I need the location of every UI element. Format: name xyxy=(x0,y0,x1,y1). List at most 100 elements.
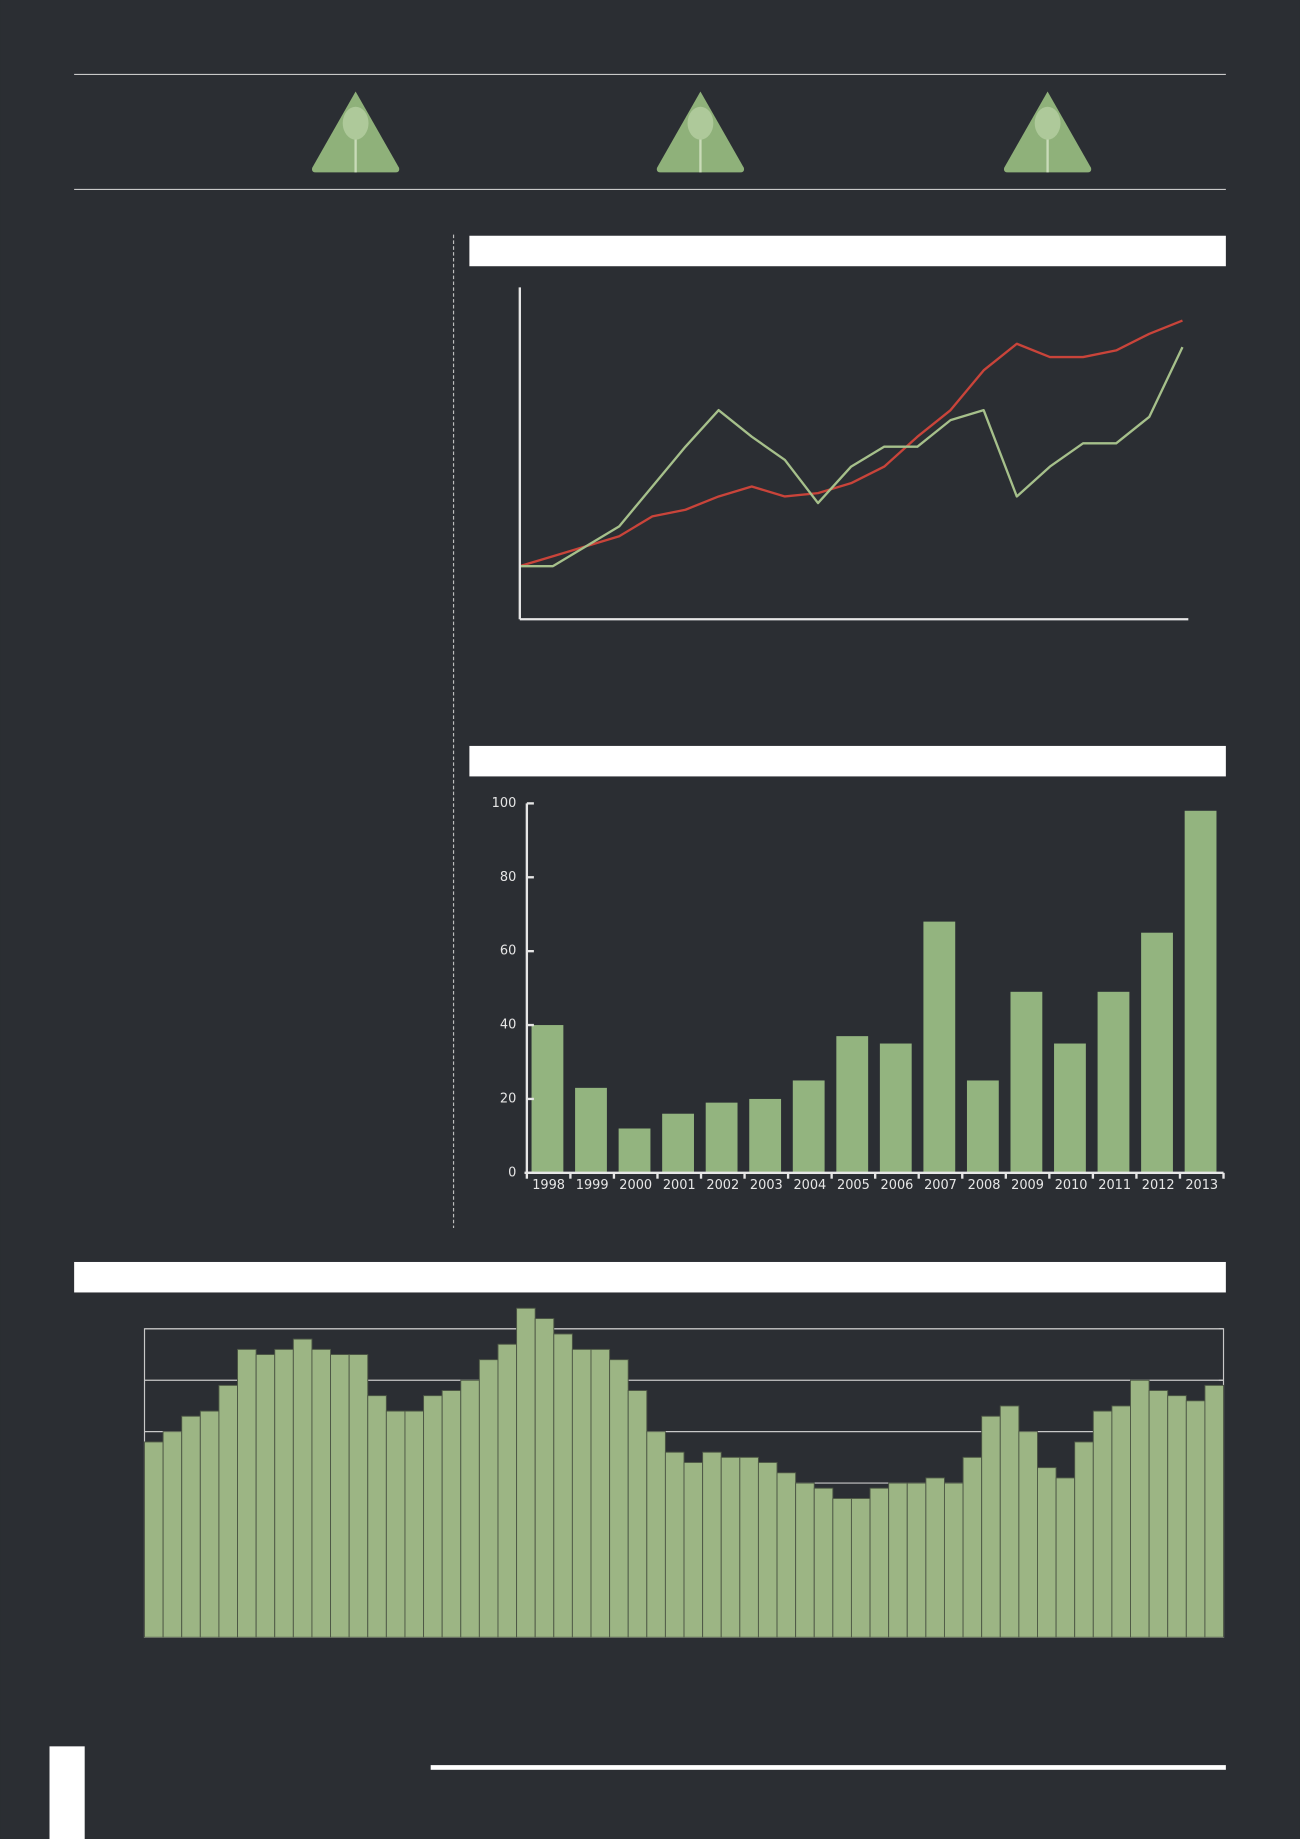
bar xyxy=(441,1390,462,1638)
x-tick-label: 2000 xyxy=(619,1178,652,1193)
bar xyxy=(553,1333,573,1638)
section-header-bar xyxy=(469,745,1226,777)
tree-icon xyxy=(1003,91,1092,173)
y-tick-label: 100 xyxy=(492,796,517,811)
bar xyxy=(385,1410,406,1638)
bar xyxy=(1092,1410,1113,1638)
bar xyxy=(330,1354,350,1638)
bar xyxy=(879,1043,912,1173)
bar xyxy=(274,1348,294,1638)
y-tick-label: 20 xyxy=(500,1091,516,1106)
bar xyxy=(627,1390,648,1638)
x-tick-label: 2009 xyxy=(1011,1178,1044,1193)
bar xyxy=(813,1487,834,1638)
y-tick-label: 80 xyxy=(500,870,516,885)
x-tick-label: 2005 xyxy=(837,1178,870,1193)
x-tick-label: 2011 xyxy=(1098,1178,1131,1193)
bar xyxy=(906,1482,927,1638)
bar xyxy=(792,1080,825,1173)
bar xyxy=(367,1395,387,1638)
plots: 1998 1999 2000 2001 2002 2003 2004 2005 2006 2007… xyxy=(143,287,1225,1638)
bar xyxy=(1148,1390,1169,1638)
bar xyxy=(683,1462,704,1638)
tree-icon xyxy=(656,91,745,173)
bar xyxy=(999,1405,1020,1638)
bar xyxy=(888,1482,908,1638)
bar xyxy=(1167,1395,1187,1638)
bar xyxy=(1141,932,1173,1173)
x-tick-label: 2008 xyxy=(968,1178,1001,1193)
bar xyxy=(311,1348,332,1638)
bar xyxy=(618,1128,651,1173)
bar xyxy=(1185,1400,1206,1638)
bar xyxy=(705,1102,738,1173)
bar xyxy=(348,1354,369,1638)
bar xyxy=(609,1359,629,1638)
bar xyxy=(962,1456,983,1638)
x-tick-label: 2006 xyxy=(881,1178,914,1193)
bar xyxy=(590,1348,611,1638)
bar xyxy=(199,1410,220,1638)
bar xyxy=(218,1384,238,1638)
bar xyxy=(534,1318,555,1638)
bar xyxy=(1055,1477,1076,1638)
bar xyxy=(1184,810,1217,1173)
bar xyxy=(575,1087,607,1173)
x-tick-label: 1999 xyxy=(576,1178,609,1193)
bar xyxy=(1018,1431,1038,1638)
bar xyxy=(836,1036,869,1173)
bar xyxy=(1204,1384,1224,1638)
x-tick-label: 2001 xyxy=(663,1178,696,1193)
x-tick-label: 2010 xyxy=(1055,1178,1088,1193)
bar xyxy=(516,1307,536,1638)
x-tick-label: 2004 xyxy=(793,1178,826,1193)
x-tick-label: 2012 xyxy=(1142,1178,1175,1193)
bar xyxy=(702,1451,722,1638)
bar xyxy=(925,1477,945,1638)
x-tick-label: 2013 xyxy=(1185,1178,1218,1193)
bar xyxy=(1111,1405,1131,1638)
bar xyxy=(404,1410,425,1638)
bar xyxy=(720,1456,741,1638)
y-tick-label: 60 xyxy=(500,944,516,959)
bar xyxy=(795,1482,815,1638)
y-tick-label: 0 xyxy=(508,1165,516,1180)
x-tick-label: 2002 xyxy=(706,1178,739,1193)
x-tick-label: 1998 xyxy=(532,1178,565,1193)
bar xyxy=(662,1113,694,1173)
bar xyxy=(966,1080,999,1173)
bar xyxy=(181,1415,201,1638)
bar xyxy=(981,1415,1001,1638)
bar xyxy=(749,1098,782,1173)
bar xyxy=(943,1482,964,1638)
bar xyxy=(923,921,956,1173)
bar xyxy=(776,1472,797,1638)
bar xyxy=(1130,1379,1150,1638)
section-header-bar xyxy=(469,235,1226,267)
x-tick-label: 2003 xyxy=(750,1178,783,1193)
bar xyxy=(478,1359,499,1638)
tree-icon xyxy=(311,91,400,173)
bar xyxy=(1037,1467,1057,1638)
bar xyxy=(739,1456,759,1638)
bar xyxy=(757,1462,778,1638)
bar xyxy=(237,1348,257,1638)
bar xyxy=(423,1395,443,1638)
bar xyxy=(460,1379,480,1638)
x-tick-label: 2007 xyxy=(924,1178,957,1193)
bar xyxy=(531,1025,564,1173)
bar xyxy=(255,1354,276,1638)
bar xyxy=(144,1441,164,1638)
bar xyxy=(1097,991,1130,1173)
y-tick-label: 40 xyxy=(500,1018,516,1033)
bar xyxy=(646,1431,666,1638)
section-header-bar xyxy=(74,1261,1226,1293)
bar xyxy=(497,1343,518,1638)
bar xyxy=(1054,1043,1086,1173)
bar xyxy=(162,1431,183,1638)
line-series xyxy=(519,346,1184,568)
bar xyxy=(664,1451,685,1638)
bar xyxy=(571,1348,592,1638)
